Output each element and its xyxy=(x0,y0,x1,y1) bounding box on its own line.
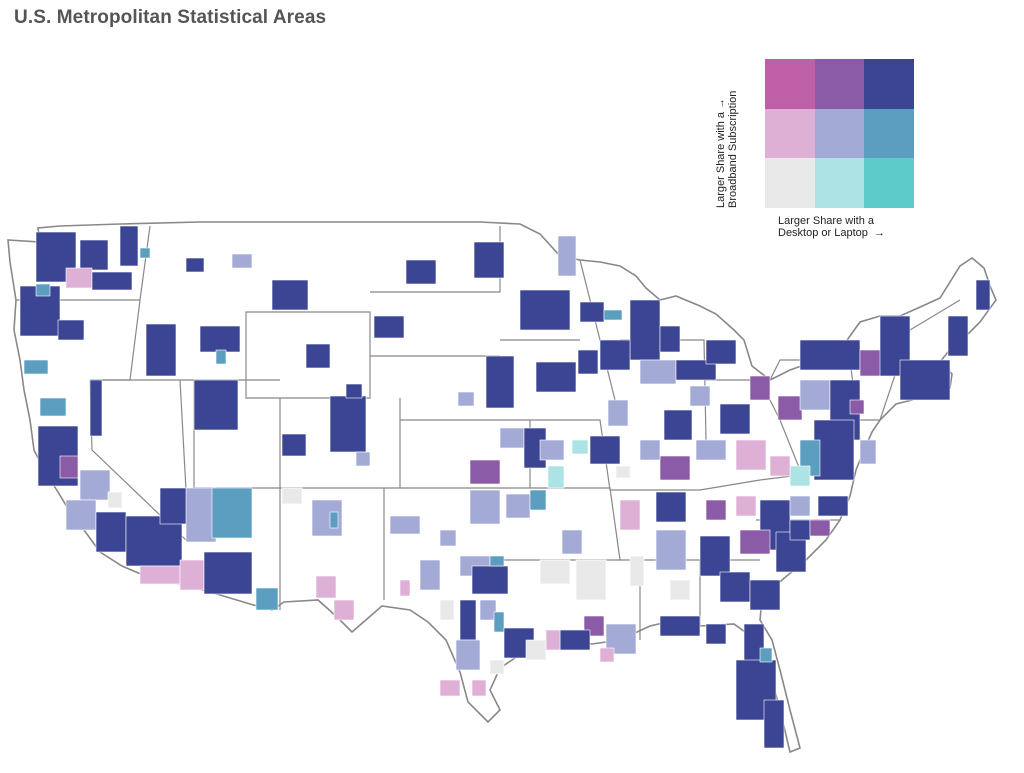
state-borders xyxy=(16,225,961,640)
legend-x-arrow: → xyxy=(874,227,886,239)
legend-x-line2: Desktop or Laptop xyxy=(778,227,868,239)
legend-cell-mid-broadband-low-computer xyxy=(765,108,815,159)
legend-y-arrow: → xyxy=(715,97,727,109)
metro-areas xyxy=(19,225,991,749)
legend-x-label: Larger Share with a Desktop or Laptop → xyxy=(778,215,918,239)
legend-cell-high-broadband-mid-computer xyxy=(814,59,865,109)
legend-y-label: Larger Share with a → Broadband Subscrip… xyxy=(715,28,749,208)
legend-x-line1: Larger Share with a xyxy=(778,215,874,227)
legend-cell-low-broadband-high-computer xyxy=(864,158,914,208)
map-title: U.S. Metropolitan Statistical Areas xyxy=(14,7,327,28)
legend-cell-mid-broadband-high-computer xyxy=(864,108,914,159)
legend-cell-low-broadband-mid-computer xyxy=(814,158,865,208)
legend-y-line1: Larger Share with a xyxy=(715,112,727,208)
legend-cell-low-broadband-low-computer xyxy=(765,158,815,208)
legend-cell-high-broadband-low-computer xyxy=(765,59,815,109)
legend-cell-mid-broadband-mid-computer xyxy=(814,108,865,159)
legend-y-line2: Broadband Subscription xyxy=(727,90,739,208)
bivariate-legend xyxy=(765,59,914,208)
legend-cell-high-broadband-high-computer xyxy=(864,59,914,109)
